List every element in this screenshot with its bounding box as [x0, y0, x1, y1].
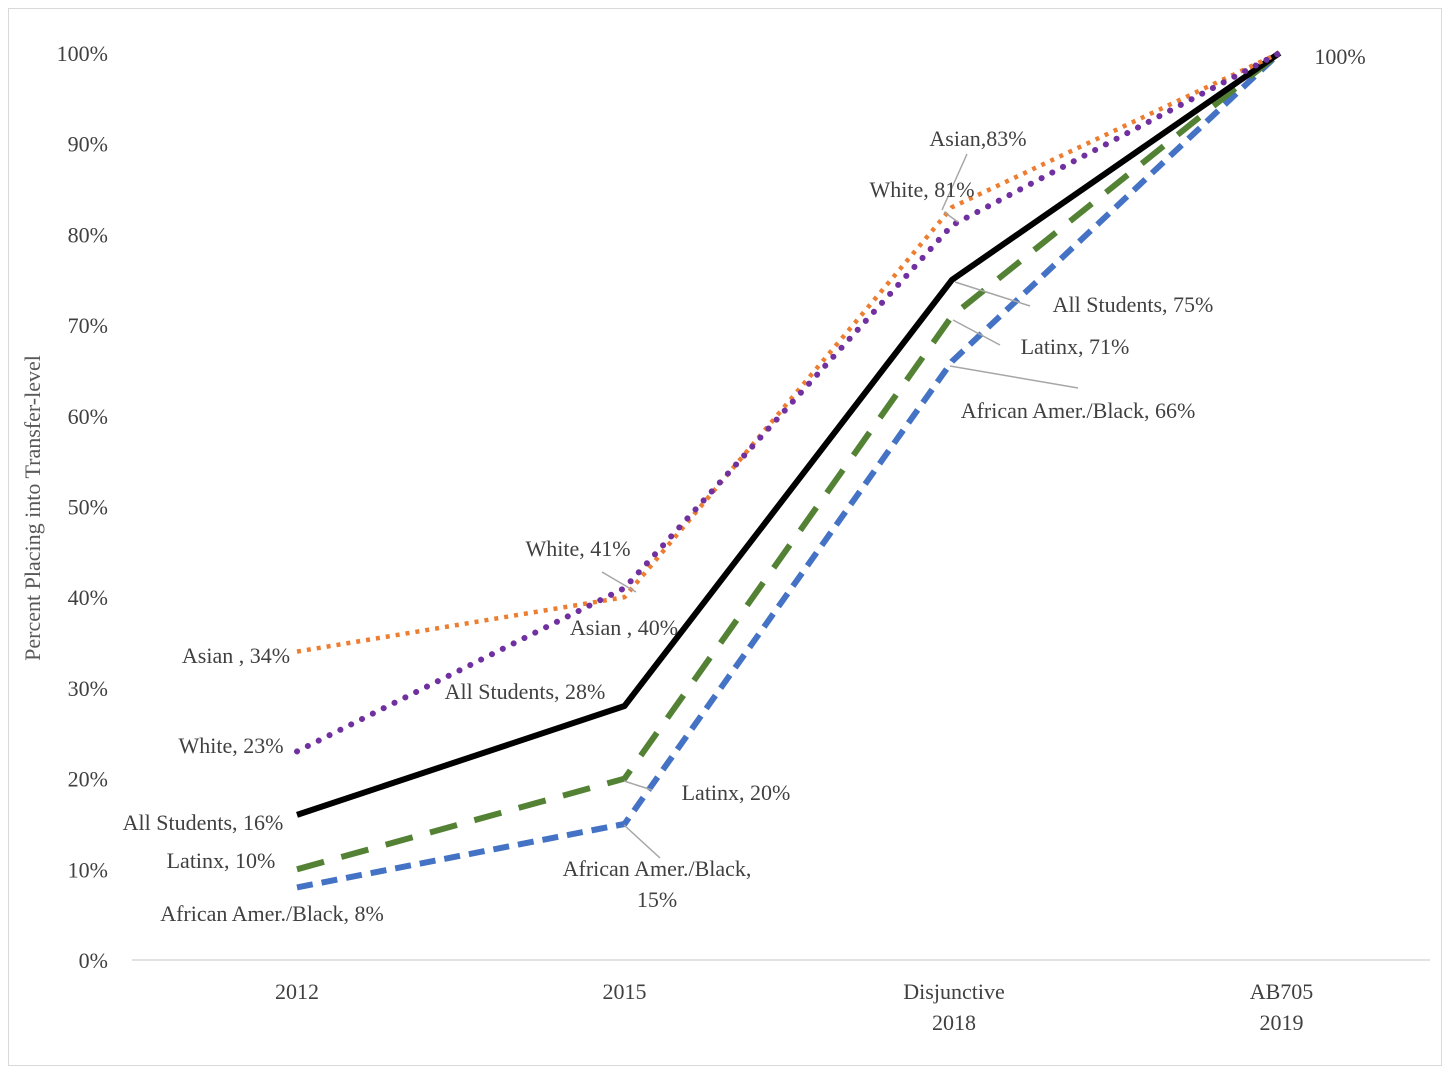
y-tick-label: 80% — [68, 222, 108, 247]
data-label: African Amer./Black, 15% — [563, 856, 752, 912]
data-label: 100% — [1314, 44, 1365, 69]
y-tick-label: 70% — [68, 313, 108, 338]
series-lines — [294, 50, 1283, 891]
series-line-all-students — [296, 50, 1282, 818]
data-label: African Amer./Black, 66% — [961, 398, 1196, 423]
leader-line — [941, 153, 968, 211]
data-label: White, 41% — [525, 536, 630, 561]
y-tick-label: 40% — [68, 585, 108, 610]
leader-line — [623, 824, 661, 859]
data-label: Asian , 34% — [182, 643, 290, 668]
data-label: Asian,83% — [929, 126, 1026, 151]
data-label: Latinx, 71% — [1021, 334, 1130, 359]
data-labels: Asian , 34% Asian , 40% Asian,83% White, 23… — [123, 44, 1366, 926]
y-tick-label: 90% — [68, 132, 108, 157]
leader-line — [954, 281, 1031, 307]
data-label: All Students, 28% — [445, 679, 606, 704]
y-tick-label: 60% — [68, 404, 108, 429]
y-tick-label: 50% — [68, 495, 108, 520]
chart-frame — [8, 8, 1442, 1066]
x-tick-label: 2015 — [603, 979, 647, 1004]
y-ticks: 0% 10% 20% 30% 40% 50% 60% 70% 80% 90% 100% — [57, 41, 108, 973]
leader-line — [943, 211, 959, 223]
x-tick-label: 2019 — [1260, 1010, 1304, 1035]
series-line-latinx — [296, 50, 1282, 873]
x-tick-label: 2012 — [275, 979, 319, 1004]
leader-line — [623, 780, 653, 791]
data-label: All Students, 16% — [123, 810, 284, 835]
data-label: All Students, 75% — [1053, 292, 1214, 317]
data-label: Asian , 40% — [570, 615, 678, 640]
label-leader-lines — [601, 153, 1079, 859]
series-line-white — [294, 50, 1283, 755]
y-tick-label: 20% — [68, 767, 108, 792]
x-tick-label: Disjunctive — [903, 979, 1004, 1004]
data-label: White, 81% — [869, 177, 974, 202]
y-tick-label: 0% — [79, 948, 108, 973]
x-tick-label: AB705 — [1250, 979, 1314, 1004]
y-tick-label: 30% — [68, 676, 108, 701]
series-line-asian — [296, 50, 1281, 654]
data-label: Latinx, 10% — [167, 848, 276, 873]
leader-line — [952, 319, 1001, 346]
leader-line — [601, 571, 637, 593]
leader-line — [949, 365, 1079, 389]
data-label: Latinx, 20% — [682, 780, 791, 805]
data-label: African Amer./Black, 8% — [160, 901, 384, 926]
series-line-african-amer-black — [296, 50, 1282, 891]
y-tick-label: 100% — [57, 41, 108, 66]
data-label: White, 23% — [178, 733, 283, 758]
y-axis-title-group: Percent Placing into Transfer-level — [20, 355, 45, 661]
x-ticks: 2012 2015 Disjunctive 2018 AB705 2019 — [275, 979, 1313, 1035]
y-tick-label: 10% — [68, 857, 108, 882]
y-axis-title: Percent Placing into Transfer-level — [20, 355, 45, 661]
x-tick-label: 2018 — [932, 1010, 976, 1035]
